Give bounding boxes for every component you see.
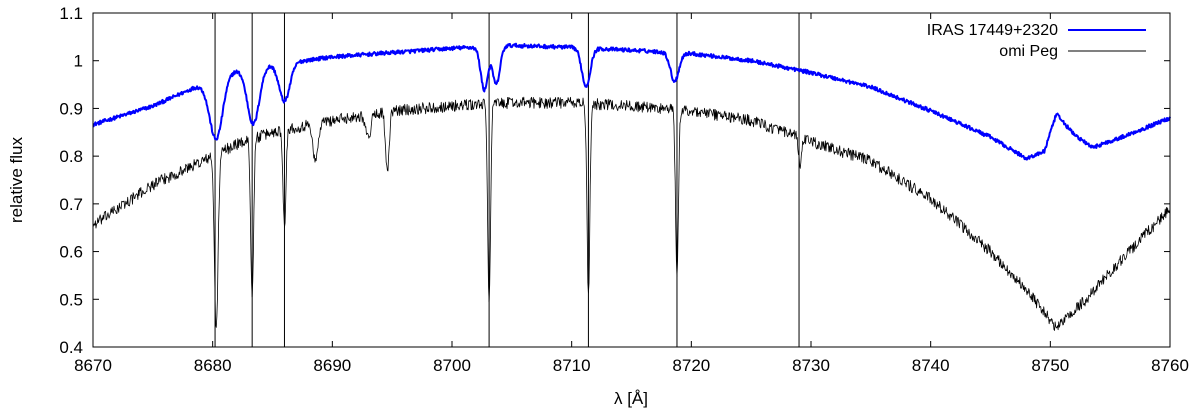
- x-axis-label: λ [Å]: [614, 389, 648, 408]
- x-tick-label: 8750: [1031, 356, 1069, 375]
- x-tick-label: 8740: [912, 356, 950, 375]
- y-tick-label: 0.5: [59, 290, 83, 309]
- x-tick-label: 8720: [672, 356, 710, 375]
- series-layer: [92, 42, 1171, 331]
- y-tick-label: 0.9: [59, 99, 83, 118]
- plot-frame: [92, 12, 1171, 348]
- legend: IRAS 17449+2320 omi Peg: [927, 22, 1146, 60]
- y-axis-ticks: 0.4 0.5 0.6 0.7 0.8 0.9 1 1.1: [59, 4, 1170, 357]
- x-axis-ticks: 8670 8680 8690 8700 8710 8720 8730 8740 8750 8760: [74, 13, 1189, 375]
- y-tick-label: 0.6: [59, 243, 83, 262]
- x-tick-label: 8700: [433, 356, 471, 375]
- legend-label: omi Peg: [999, 43, 1058, 60]
- x-tick-label: 8680: [194, 356, 232, 375]
- x-tick-label: 8670: [74, 356, 112, 375]
- y-tick-label: 1: [74, 52, 83, 71]
- series-line-iras: [92, 42, 1171, 161]
- y-tick-label: 0.8: [59, 147, 83, 166]
- y-axis-label: relative flux: [7, 137, 26, 223]
- series-line-omi-peg: [92, 96, 1171, 331]
- y-tick-label: 0.4: [59, 338, 83, 357]
- x-tick-label: 8710: [553, 356, 591, 375]
- y-tick-label: 1.1: [59, 4, 83, 23]
- x-tick-label: 8690: [313, 356, 351, 375]
- y-tick-label: 0.7: [59, 195, 83, 214]
- x-tick-label: 8760: [1151, 356, 1189, 375]
- x-tick-label: 8730: [792, 356, 830, 375]
- legend-label: IRAS 17449+2320: [927, 22, 1058, 39]
